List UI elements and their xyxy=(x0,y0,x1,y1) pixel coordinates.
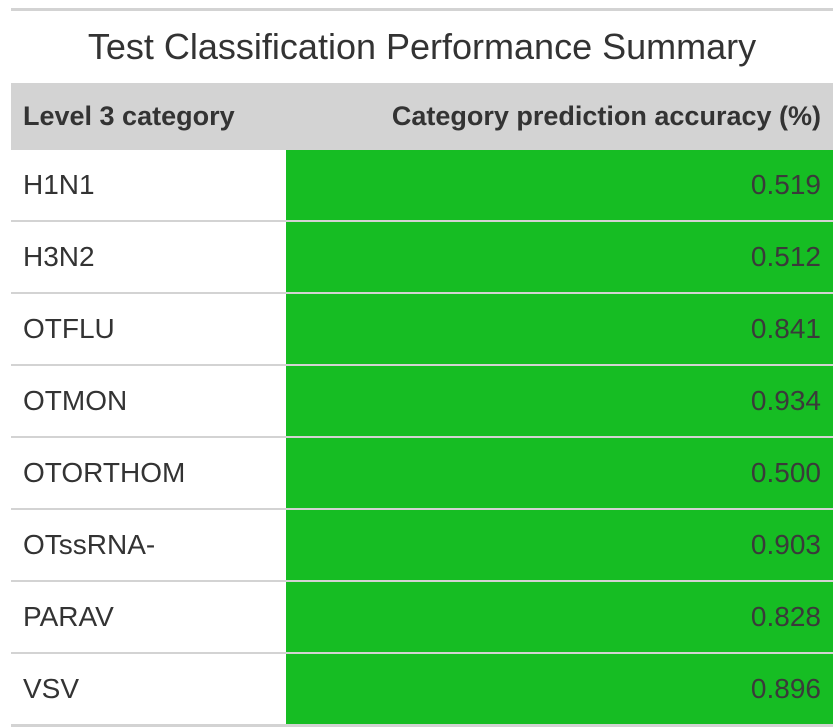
accuracy-cell: 0.896 xyxy=(286,653,833,726)
column-header-accuracy: Category prediction accuracy (%) xyxy=(286,83,833,150)
category-cell: PARAV xyxy=(11,581,286,654)
column-header-category: Level 3 category xyxy=(11,83,286,150)
category-cell: H3N2 xyxy=(11,221,286,294)
table-row: PARAV 0.828 xyxy=(11,581,833,654)
accuracy-cell: 0.519 xyxy=(286,150,833,222)
table-row: OTORTHOM 0.500 xyxy=(11,437,833,510)
header-row: Level 3 category Category prediction acc… xyxy=(11,83,833,150)
table-body: H1N1 0.519 H3N2 0.512 OTFLU 0.841 OTMON … xyxy=(11,150,833,726)
table-row: H1N1 0.519 xyxy=(11,150,833,222)
accuracy-cell: 0.500 xyxy=(286,437,833,510)
category-cell: OTFLU xyxy=(11,293,286,366)
table-row: H3N2 0.512 xyxy=(11,221,833,294)
top-rule xyxy=(11,8,833,11)
category-cell: OTssRNA- xyxy=(11,509,286,582)
category-cell: VSV xyxy=(11,653,286,726)
accuracy-cell: 0.512 xyxy=(286,221,833,294)
summary-table-container: Test Classification Performance Summary … xyxy=(11,8,833,727)
bottom-rule xyxy=(11,724,833,727)
table-row: VSV 0.896 xyxy=(11,653,833,726)
table-row: OTssRNA- 0.903 xyxy=(11,509,833,582)
accuracy-cell: 0.903 xyxy=(286,509,833,582)
table-title: Test Classification Performance Summary xyxy=(87,26,757,67)
category-cell: OTMON xyxy=(11,365,286,438)
table-header: Level 3 category Category prediction acc… xyxy=(11,83,833,150)
summary-table: Level 3 category Category prediction acc… xyxy=(11,83,833,726)
category-cell: H1N1 xyxy=(11,150,286,222)
table-row: OTFLU 0.841 xyxy=(11,293,833,366)
accuracy-cell: 0.841 xyxy=(286,293,833,366)
accuracy-cell: 0.828 xyxy=(286,581,833,654)
category-cell: OTORTHOM xyxy=(11,437,286,510)
table-row: OTMON 0.934 xyxy=(11,365,833,438)
accuracy-cell: 0.934 xyxy=(286,365,833,438)
